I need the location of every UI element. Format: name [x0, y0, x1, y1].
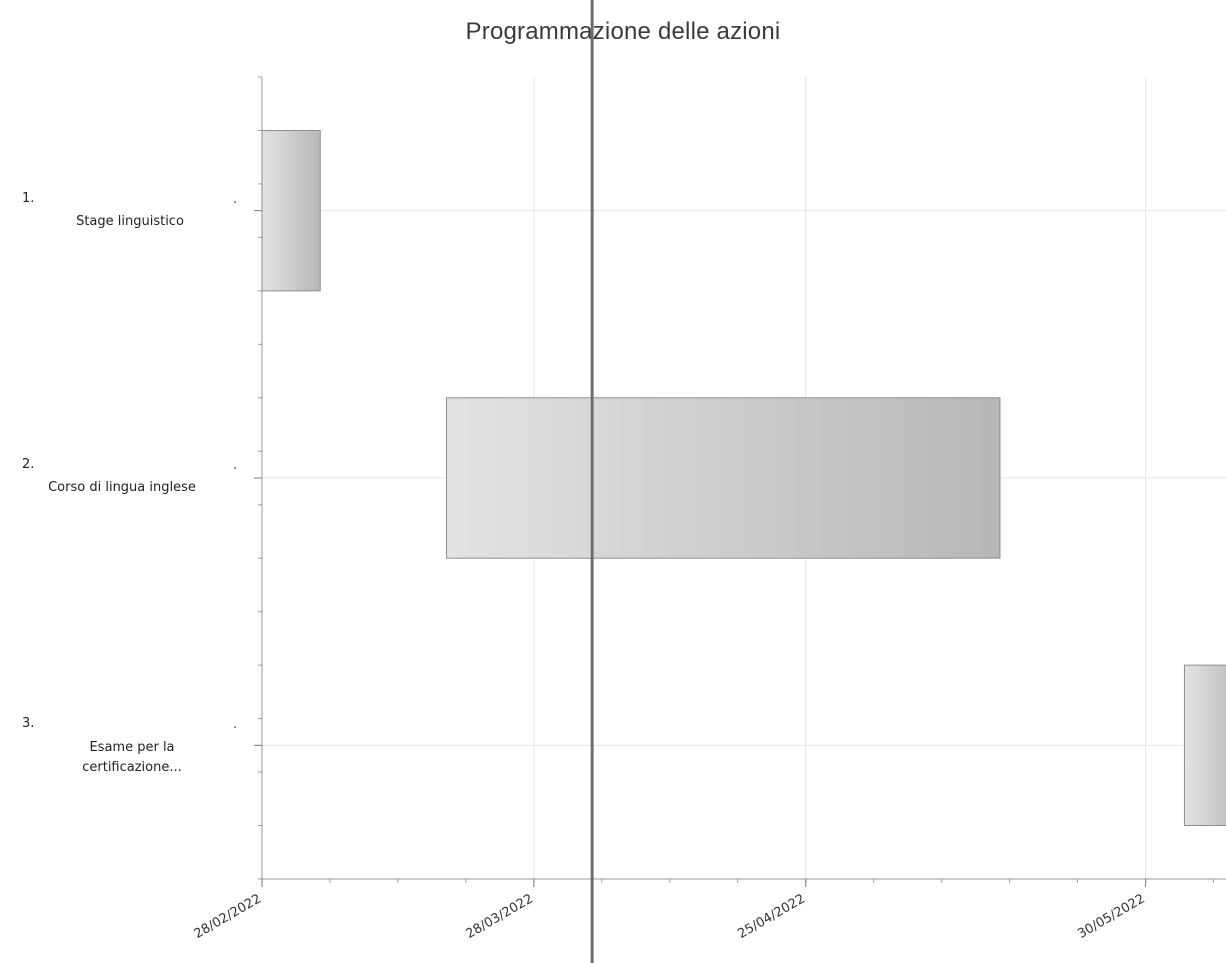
row-number-3: 3.: [22, 716, 35, 731]
row-dot-2: .: [233, 458, 238, 473]
row-label-3: Esame per la certificazione...: [82, 740, 182, 775]
row-dot-1: .: [233, 192, 238, 207]
task-bar-3: [1183, 664, 1226, 827]
x-tick-label: 30/05/2022: [1075, 891, 1147, 941]
x-tick-label: 28/03/2022: [463, 891, 535, 941]
x-tick-label: 28/02/2022: [192, 891, 264, 941]
x-tick-label: 25/04/2022: [735, 891, 807, 941]
row-label-2: Corso di lingua inglese: [48, 480, 196, 495]
row-dot-3: .: [233, 717, 238, 732]
row-number-1: 1.: [22, 191, 35, 206]
task-bar-2: [445, 397, 1001, 559]
task-bar-1: [261, 129, 321, 292]
bars: [261, 129, 1226, 827]
chart-title: Programmazione delle azioni: [465, 18, 781, 45]
row-label-1: Stage linguistico: [76, 214, 184, 229]
row-number-2: 2.: [22, 457, 35, 472]
x-tick-labels: 28/02/2022 28/03/2022 25/04/2022 30/05/2022: [192, 891, 1148, 941]
